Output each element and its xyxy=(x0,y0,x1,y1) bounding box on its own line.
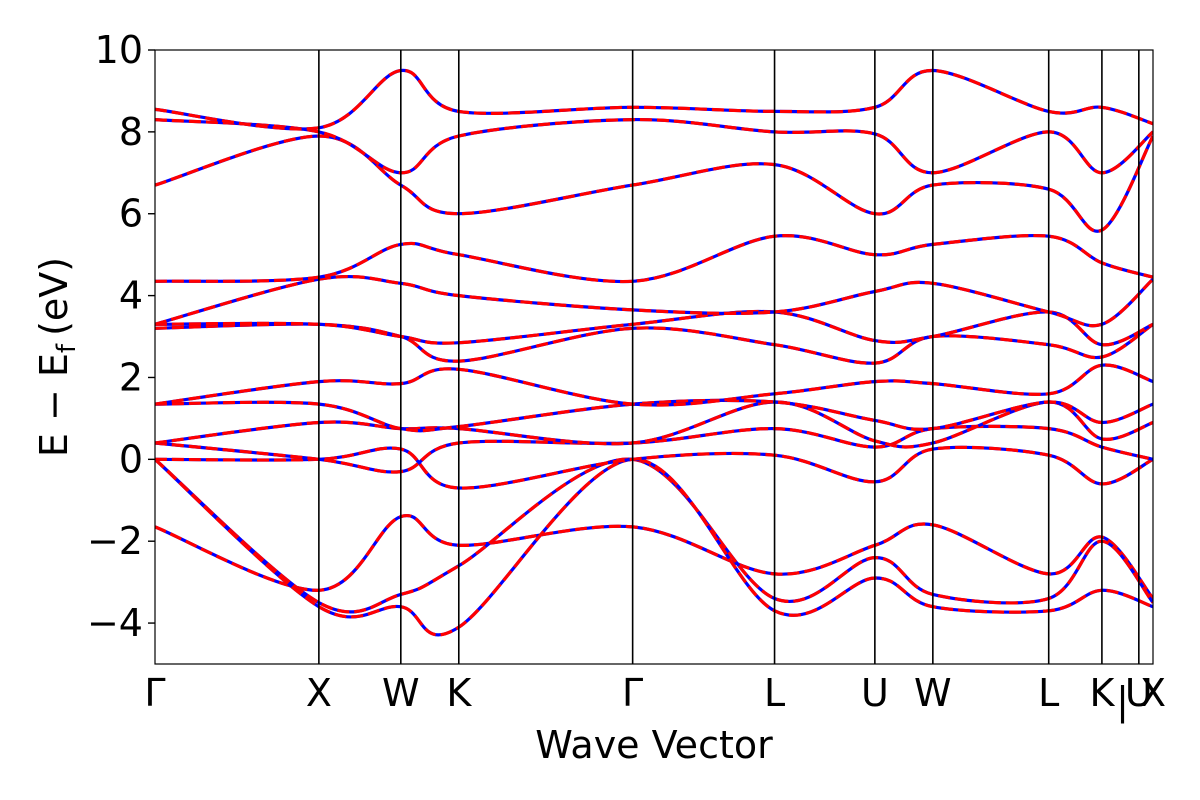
x-tick-label-10: K xyxy=(1089,671,1115,715)
band-3-red-line xyxy=(155,457,1153,637)
x-tick-label-13: X xyxy=(1140,671,1166,715)
y-axis-title-subscript: f xyxy=(52,343,82,353)
y-tick-label-2: −2 xyxy=(87,519,143,563)
y-tick-label-8: 10 xyxy=(95,28,143,72)
x-tick-label-4: K xyxy=(446,671,472,715)
x-axis-title: Wave Vector xyxy=(535,723,773,767)
y-tick-label-1: −4 xyxy=(87,601,143,645)
y-tick-label-6: 6 xyxy=(119,192,143,236)
y-axis: −4 −2 0 2 4 6 8 10 xyxy=(87,28,155,645)
kpoint-lines xyxy=(318,50,1140,664)
x-axis: Γ X W K Γ L U W L K |UX xyxy=(144,671,1166,724)
x-tick-label-7: U xyxy=(861,671,889,715)
x-tick-label-11: | xyxy=(1116,679,1129,724)
x-tick-label-12: U xyxy=(1125,671,1153,715)
band-15-red-line xyxy=(155,68,1153,131)
x-tick-label-3: W xyxy=(382,671,420,715)
x-tick-label-1: Γ xyxy=(144,671,165,715)
y-tick-label-5: 4 xyxy=(119,274,143,318)
x-tick-label-2: X xyxy=(306,671,332,715)
y-tick-label-3: 0 xyxy=(119,437,143,481)
y-tick-label-4: 2 xyxy=(119,355,143,399)
y-axis-title-main: E − E xyxy=(32,353,76,457)
x-tick-label-9: L xyxy=(1038,671,1059,715)
y-tick-label-7: 8 xyxy=(119,110,143,154)
x-tick-label-8: W xyxy=(914,671,952,715)
y-axis-title: E − Ef (eV) xyxy=(32,257,82,457)
y-axis-title-unit: (eV) xyxy=(32,257,76,336)
x-tick-label-6: L xyxy=(764,671,785,715)
plot-frame xyxy=(154,49,1154,665)
x-tick-label-5: Γ xyxy=(622,671,643,715)
